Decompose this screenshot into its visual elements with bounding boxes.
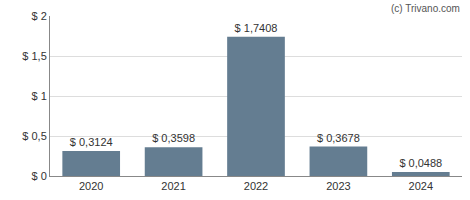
svg-text:$ 2: $ 2 — [32, 10, 47, 22]
svg-text:2021: 2021 — [161, 180, 185, 192]
svg-text:$ 1,7408: $ 1,7408 — [235, 22, 278, 34]
svg-text:$ 0,0488: $ 0,0488 — [399, 157, 442, 169]
svg-text:$ 1: $ 1 — [32, 90, 47, 102]
svg-text:$ 0,5: $ 0,5 — [22, 130, 46, 142]
svg-text:$ 0,3598: $ 0,3598 — [152, 132, 195, 144]
svg-text:$ 0,3678: $ 0,3678 — [317, 132, 360, 144]
svg-text:2020: 2020 — [79, 180, 103, 192]
svg-text:2024: 2024 — [409, 180, 433, 192]
svg-text:2022: 2022 — [244, 180, 268, 192]
svg-text:$ 0: $ 0 — [32, 170, 47, 182]
svg-text:$ 1,5: $ 1,5 — [22, 50, 46, 62]
svg-text:2023: 2023 — [326, 180, 350, 192]
svg-text:(c) Trivano.com: (c) Trivano.com — [391, 3, 460, 14]
svg-text:$ 0,3124: $ 0,3124 — [70, 136, 113, 148]
